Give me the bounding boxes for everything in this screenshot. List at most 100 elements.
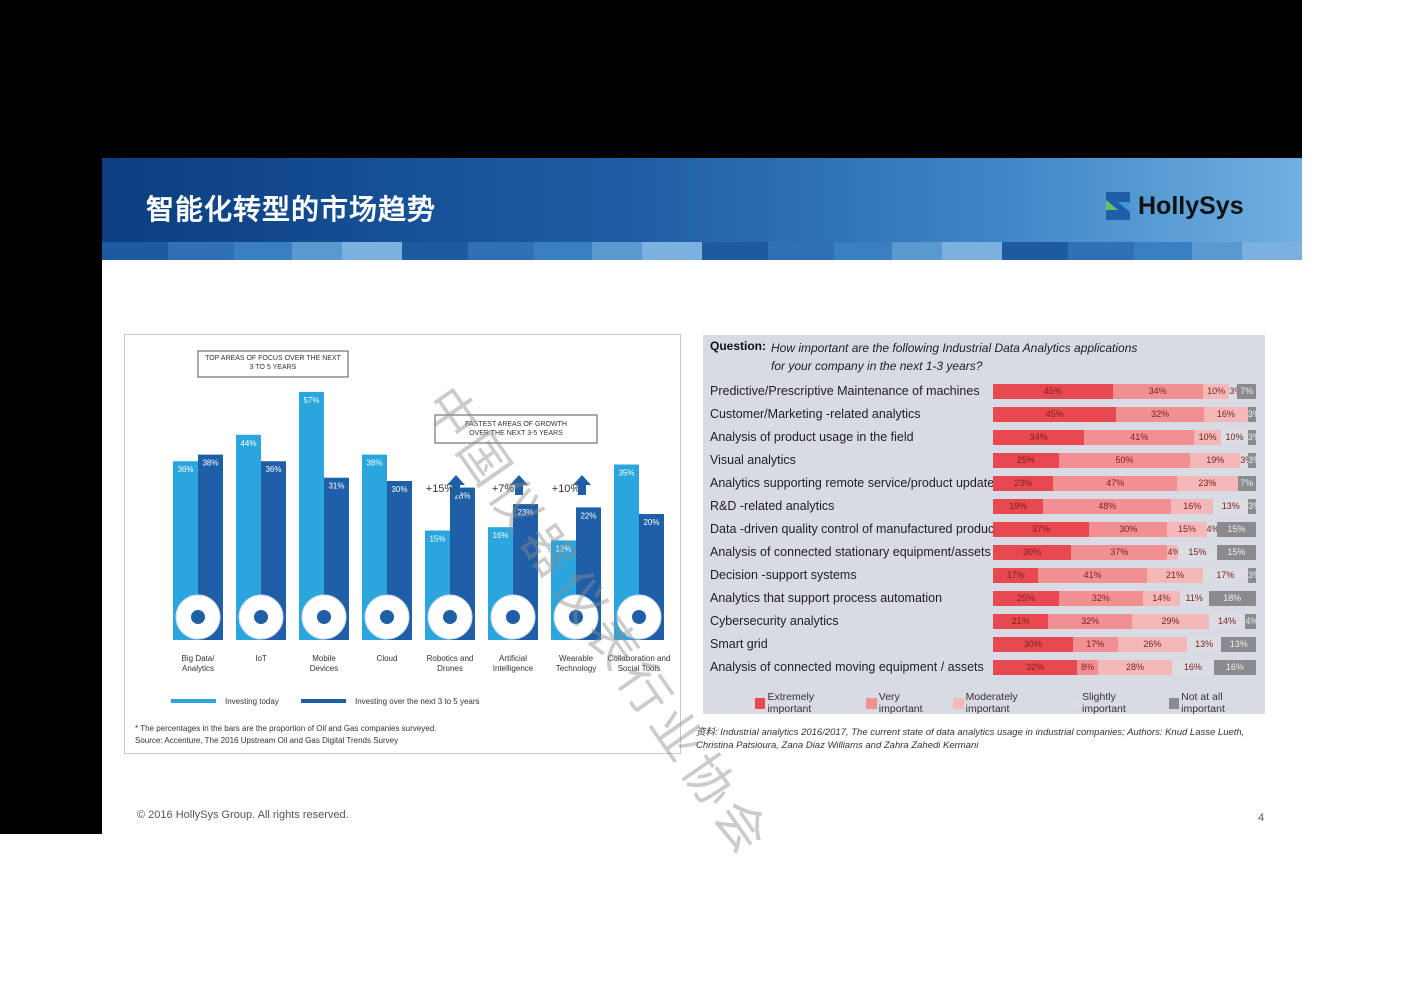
bar-segment: 4%	[1245, 614, 1256, 629]
bar-track: 30%37%4%15%15%	[993, 545, 1256, 560]
row-label: Analytics supporting remote service/prod…	[710, 476, 1001, 490]
row-label: Analysis of connected stationary equipme…	[710, 545, 991, 559]
legend-label-future: Investing over the next 3 to 5 years	[355, 697, 480, 706]
bar-track: 25%50%19%3%3%	[993, 453, 1256, 468]
row-label: Cybersecurity analytics	[710, 614, 839, 628]
page-number: 4	[1258, 812, 1265, 824]
bar-segment: 13%	[1186, 637, 1222, 652]
mobile-phone-icon-glyph	[317, 610, 331, 624]
row-label: R&D -related analytics	[710, 499, 835, 513]
row-label: Analytics that support process automatio…	[710, 591, 943, 605]
category-label: Collaboration and	[608, 654, 671, 663]
bar-segment: 3%	[1248, 499, 1256, 514]
row-label: Customer/Marketing -related analytics	[710, 407, 921, 421]
bar-segment: 28%	[1098, 660, 1172, 675]
bar-value-label: 35%	[618, 469, 634, 478]
callout-growth-line1: FASTEST AREAS OF GROWTH	[465, 421, 567, 428]
bar-segment: 3%	[1248, 568, 1256, 583]
bar-track: 30% 17% 26% 13% 13%	[993, 637, 1256, 652]
bar-segment: 30%	[1089, 522, 1168, 537]
bar-segment: 30%	[993, 545, 1072, 560]
bar-segment: 4%	[1167, 545, 1178, 560]
left-black-band	[0, 158, 102, 834]
category-label: Cloud	[377, 654, 398, 663]
callout-top-box	[197, 350, 349, 378]
growth-label: +15%	[426, 483, 455, 495]
legend-label: Moderately important	[965, 691, 1018, 715]
importance-legend: Extremely important Very important Moderat…	[755, 691, 1265, 715]
bar-track: 19%48%16%13%3%	[993, 499, 1256, 514]
legend-label: Not at all important	[1181, 691, 1225, 715]
bar-segment: 19%	[1190, 453, 1241, 468]
category-label: Analytics	[182, 664, 214, 673]
category-label: Mobile	[312, 654, 336, 663]
callout-growth-box	[434, 414, 598, 444]
bar-value-label: 16%	[492, 531, 508, 540]
bar-track: 37%30%15%4%15%	[993, 522, 1256, 537]
bar-segment: 26%	[1117, 637, 1187, 652]
growth-arrow-icon	[573, 475, 591, 495]
row-label: Predictive/Prescriptive Maintenance of m…	[710, 384, 980, 398]
robot-arm-icon-glyph	[443, 610, 457, 624]
legend-label: Slightly important	[1082, 691, 1126, 715]
bar-segment: 15%	[1167, 522, 1207, 537]
network-icon-glyph	[191, 610, 205, 624]
bar-segment: 47%	[1053, 476, 1178, 491]
footnote-line2: Source: Accenture, The 2016 Upstream Oil…	[135, 736, 398, 745]
row-label: Smart grid	[710, 637, 768, 651]
stacked-bar-row: Customer/Marketing -related analytics 45%…	[703, 404, 1265, 424]
bar-value-label: 38%	[202, 459, 218, 468]
category-label: Robotics and	[427, 654, 474, 663]
bar-segment: 10%	[1194, 430, 1222, 445]
category-label: Big Data/	[182, 654, 216, 663]
bar-segment: 34%	[993, 430, 1085, 445]
legend-swatch	[1168, 697, 1180, 709]
top-black-band	[0, 0, 1302, 158]
bar-segment: 30%	[993, 637, 1073, 652]
investment-bar-chart: TOP AREAS OF FOCUS OVER THE NEXT 3 TO 5 …	[135, 350, 671, 745]
stacked-bar-row: Data -driven quality control of manufact…	[703, 519, 1265, 539]
bar-segment: 10%	[1221, 430, 1248, 445]
bar-segment: 29%	[1132, 614, 1209, 629]
category-label: Artificial	[499, 654, 527, 663]
legend-swatch	[953, 697, 964, 709]
category-label: Social Tools	[618, 664, 661, 673]
bar-segment: 16%	[1171, 660, 1214, 675]
growth-arrow-icon	[510, 475, 528, 495]
bar-segment: 32%	[993, 660, 1078, 675]
title-banner	[102, 158, 1302, 242]
legend-label: Extremely important	[767, 691, 815, 715]
logo-text: HollySys	[1138, 191, 1244, 220]
footnote-line1: * The percentages in the bars are the pr…	[135, 724, 436, 733]
bar-segment: 7%	[1237, 476, 1256, 491]
bar-value-label: 36%	[177, 465, 193, 474]
bar-segment: 3%	[1240, 453, 1249, 468]
stacked-bar-row: Smart grid 30% 17% 26% 13% 13%	[703, 634, 1265, 654]
legend-item: Very important	[866, 691, 943, 715]
legend-label-today: Investing today	[225, 697, 279, 706]
bar-segment: 23%	[1177, 476, 1238, 491]
bar-value-label: 31%	[328, 482, 344, 491]
bar-track: 25% 32% 14% 11% 18%	[993, 591, 1256, 606]
people-icon-glyph	[632, 610, 646, 624]
cloud-icon-glyph	[380, 610, 394, 624]
bar-value-label: 12%	[555, 544, 571, 553]
smartwatch-icon-glyph	[569, 610, 583, 624]
bar-value-label: 36%	[265, 465, 281, 474]
bar-track: 32% 8% 28% 16% 16%	[993, 660, 1256, 675]
legend-swatch	[866, 697, 877, 709]
bar-segment: 21%	[1147, 568, 1203, 583]
bar-segment: 32%	[1116, 407, 1204, 422]
bar-segment: 32%	[1058, 591, 1143, 606]
bar-segment: 45%	[993, 384, 1113, 399]
legend-item: Not at all important	[1168, 691, 1265, 715]
bar-segment: 15%	[1216, 522, 1256, 537]
bar-segment: 16%	[1203, 407, 1248, 422]
bar-track: 45%32%16%3%	[993, 407, 1256, 422]
stacked-bar-row: Analytics that support process automatio…	[703, 588, 1265, 608]
callout-growth-line2: OVER THE NEXT 3-5 YEARS	[469, 430, 563, 437]
investment-chart-panel: TOP AREAS OF FOCUS OVER THE NEXT 3 TO 5 …	[124, 334, 681, 754]
bar-value-label: 20%	[643, 518, 659, 527]
bar-segment: 14%	[1142, 591, 1180, 606]
